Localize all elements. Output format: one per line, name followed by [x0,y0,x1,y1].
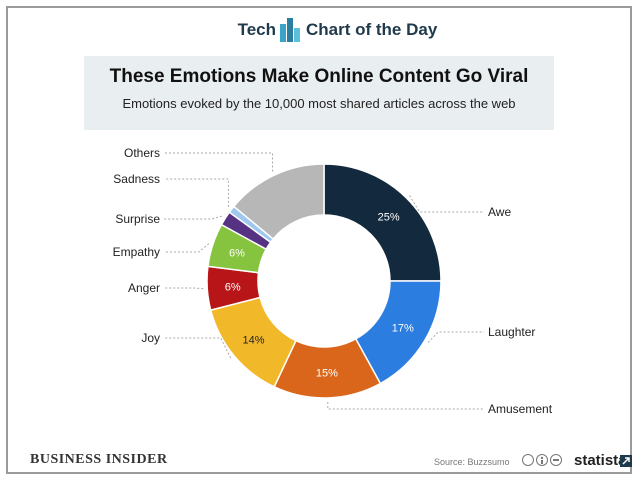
donut-chart: 25% Awe 17% Laughter 15% Amusement 14% Joy 6% Ang… [113,146,553,416]
leader-line-awe [409,195,484,213]
source-note: Source: Buzzsumo [434,457,510,467]
leader-line-surprise [164,215,222,220]
callout-label-awe: Awe [488,205,511,219]
slice-value-label-empathy: 6% [229,248,245,260]
chart-title: These Emotions Make Online Content Go Vi… [109,66,529,87]
slice-value-label-awe: 25% [378,211,400,223]
callout-label-anger: Anger [128,281,160,295]
slice-value-label-amusement: 15% [316,367,338,379]
callout-label-surprise: Surprise [115,212,160,226]
chart-of-day-logo-icon [280,18,300,42]
leader-line-joy [164,337,232,359]
creative-commons-icons [522,454,562,466]
leader-line-sadness [164,178,229,207]
title-banner: These Emotions Make Online Content Go Vi… [84,56,554,130]
callout-label-laughter: Laughter [488,325,535,339]
donut-slice-others [232,163,325,240]
header-tech-label: Tech [237,20,276,39]
callout-label-sadness: Sadness [113,172,160,186]
statista-logo: statista [574,452,627,469]
donut-slice-awe [323,163,442,282]
leader-line-amusement [327,401,484,410]
header-chart-of-the-day-label: Chart of the Day [306,20,438,39]
slice-value-label-joy: 14% [242,334,264,346]
statista-mark-icon [620,455,632,467]
chart-header: Tech Chart of the Day [14,12,628,52]
leader-line-laughter [427,331,484,343]
chart-subtitle: Emotions evoked by the 10,000 most share… [122,96,516,111]
chart-card: Tech Chart of the Day These Emotions Mak… [14,12,632,472]
callout-label-empathy: Empathy [113,245,160,259]
leader-line-empathy [164,243,210,253]
slice-value-label-anger: 6% [225,282,241,294]
leader-line-others [164,152,273,172]
callout-label-amusement: Amusement [488,402,553,416]
callout-label-others: Others [124,146,160,160]
publisher-logo: BUSINESS INSIDER [30,452,168,467]
callout-label-joy: Joy [141,331,160,345]
leader-line-anger [164,287,204,290]
slice-value-label-laughter: 17% [392,323,414,335]
